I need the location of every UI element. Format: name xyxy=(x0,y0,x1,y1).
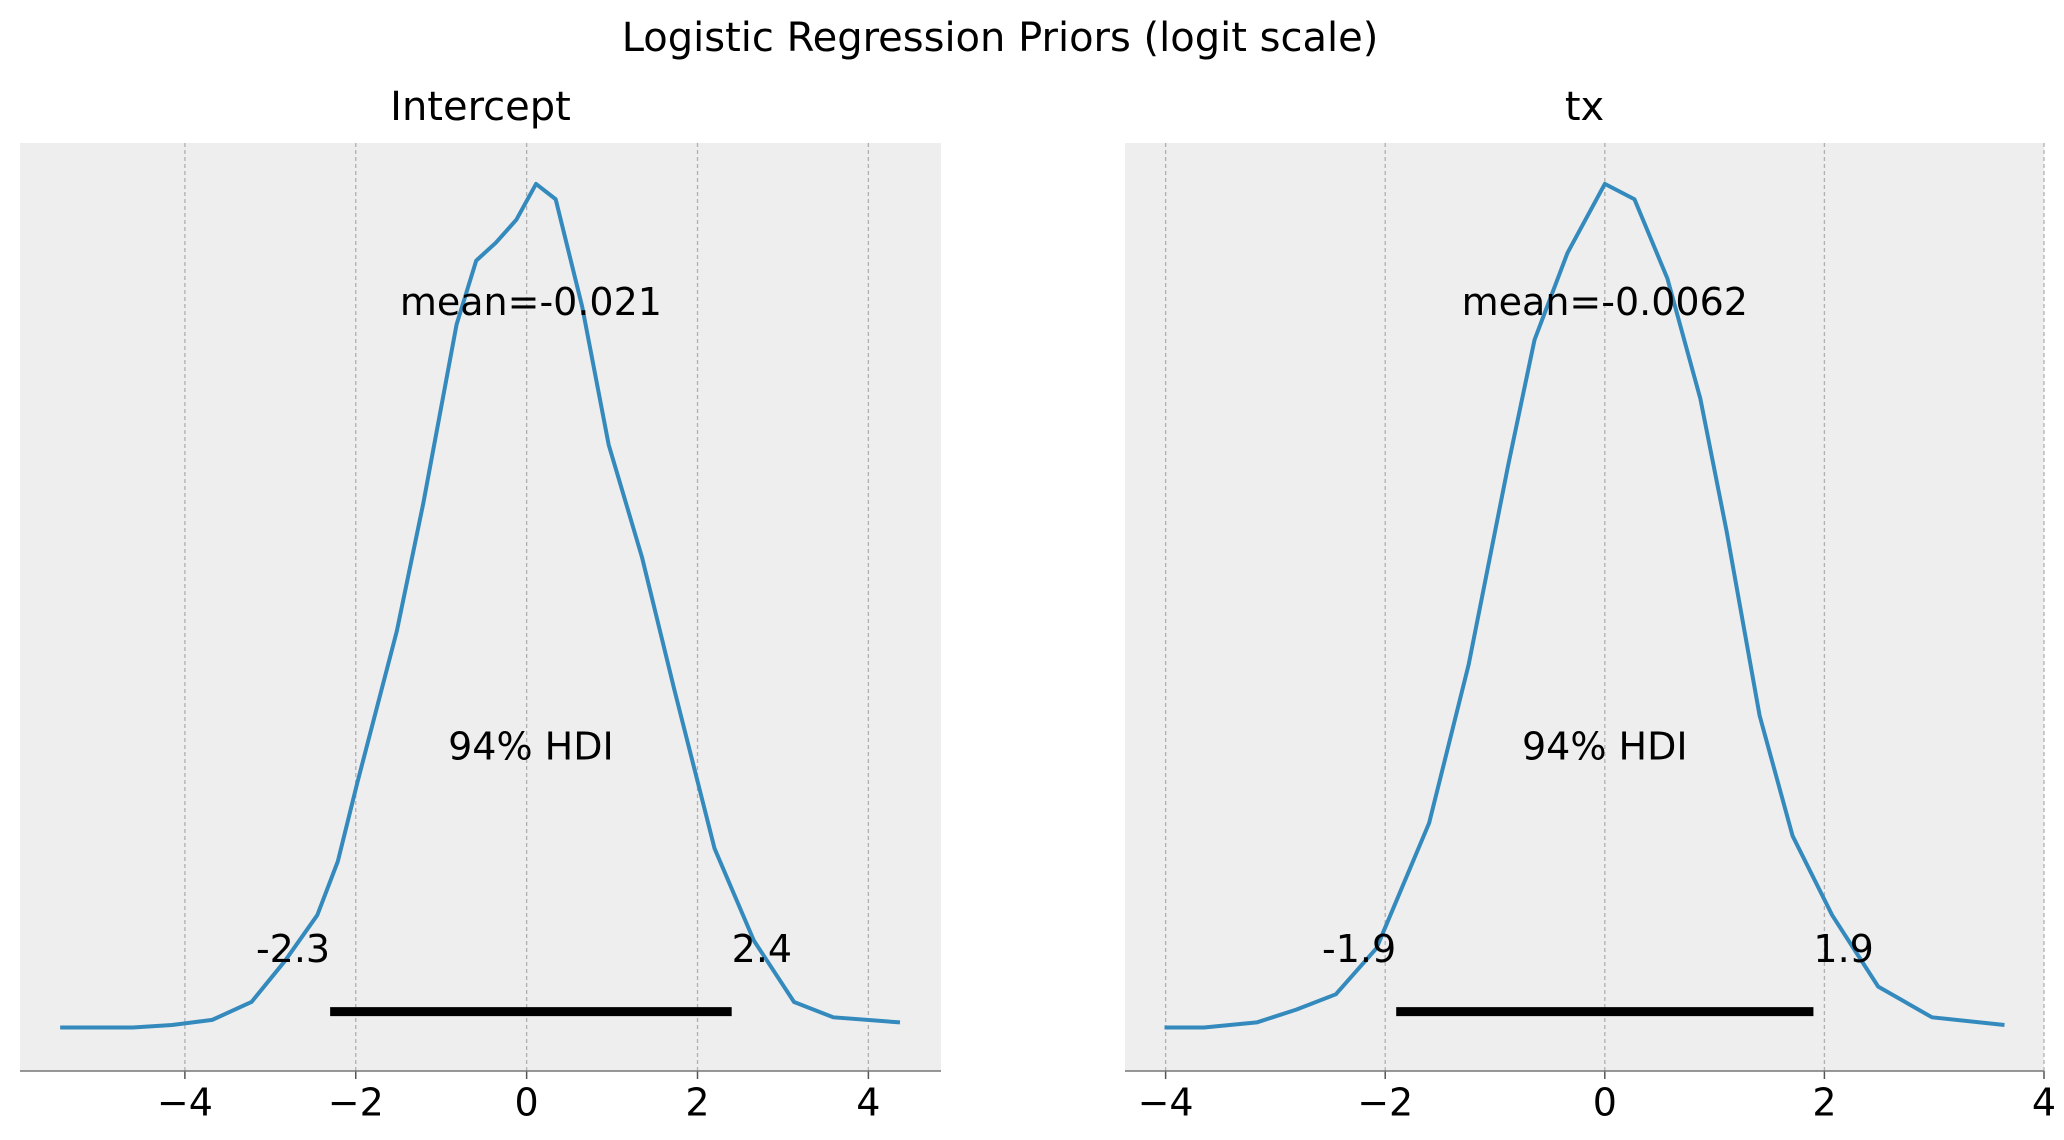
x-tick-label: 2 xyxy=(1812,1081,1836,1125)
density-curve xyxy=(60,181,901,1030)
figure-title: Logistic Regression Priors (logit scale) xyxy=(622,15,1379,61)
mean-label: mean=-0.0062 xyxy=(1462,280,1748,324)
x-tick-label: 4 xyxy=(856,1081,880,1125)
plot-area xyxy=(1125,143,2044,1071)
subplot-title: tx xyxy=(1565,84,1604,130)
x-tick-label: 2 xyxy=(685,1081,709,1125)
hdi-upper-label: 2.4 xyxy=(732,927,792,971)
x-tick-label: −2 xyxy=(1357,1081,1413,1125)
x-tick-label: 4 xyxy=(2032,1081,2056,1125)
x-tick-label: −4 xyxy=(1138,1081,1194,1125)
x-tick-label: −4 xyxy=(157,1081,213,1125)
density-curve xyxy=(1164,181,2005,1030)
x-tick-label: 0 xyxy=(1593,1081,1617,1125)
plot-area xyxy=(20,143,941,1071)
hdi-upper-label: 1.9 xyxy=(1813,927,1873,971)
hdi-label: 94% HDI xyxy=(448,724,614,768)
hdi-label: 94% HDI xyxy=(1522,724,1688,768)
hdi-lower-label: -2.3 xyxy=(256,927,330,971)
x-tick-label: −2 xyxy=(328,1081,384,1125)
subplot-title: Intercept xyxy=(390,84,571,130)
hdi-lower-label: -1.9 xyxy=(1322,927,1396,971)
x-tick-label: 0 xyxy=(515,1081,539,1125)
mean-label: mean=-0.021 xyxy=(400,280,662,324)
